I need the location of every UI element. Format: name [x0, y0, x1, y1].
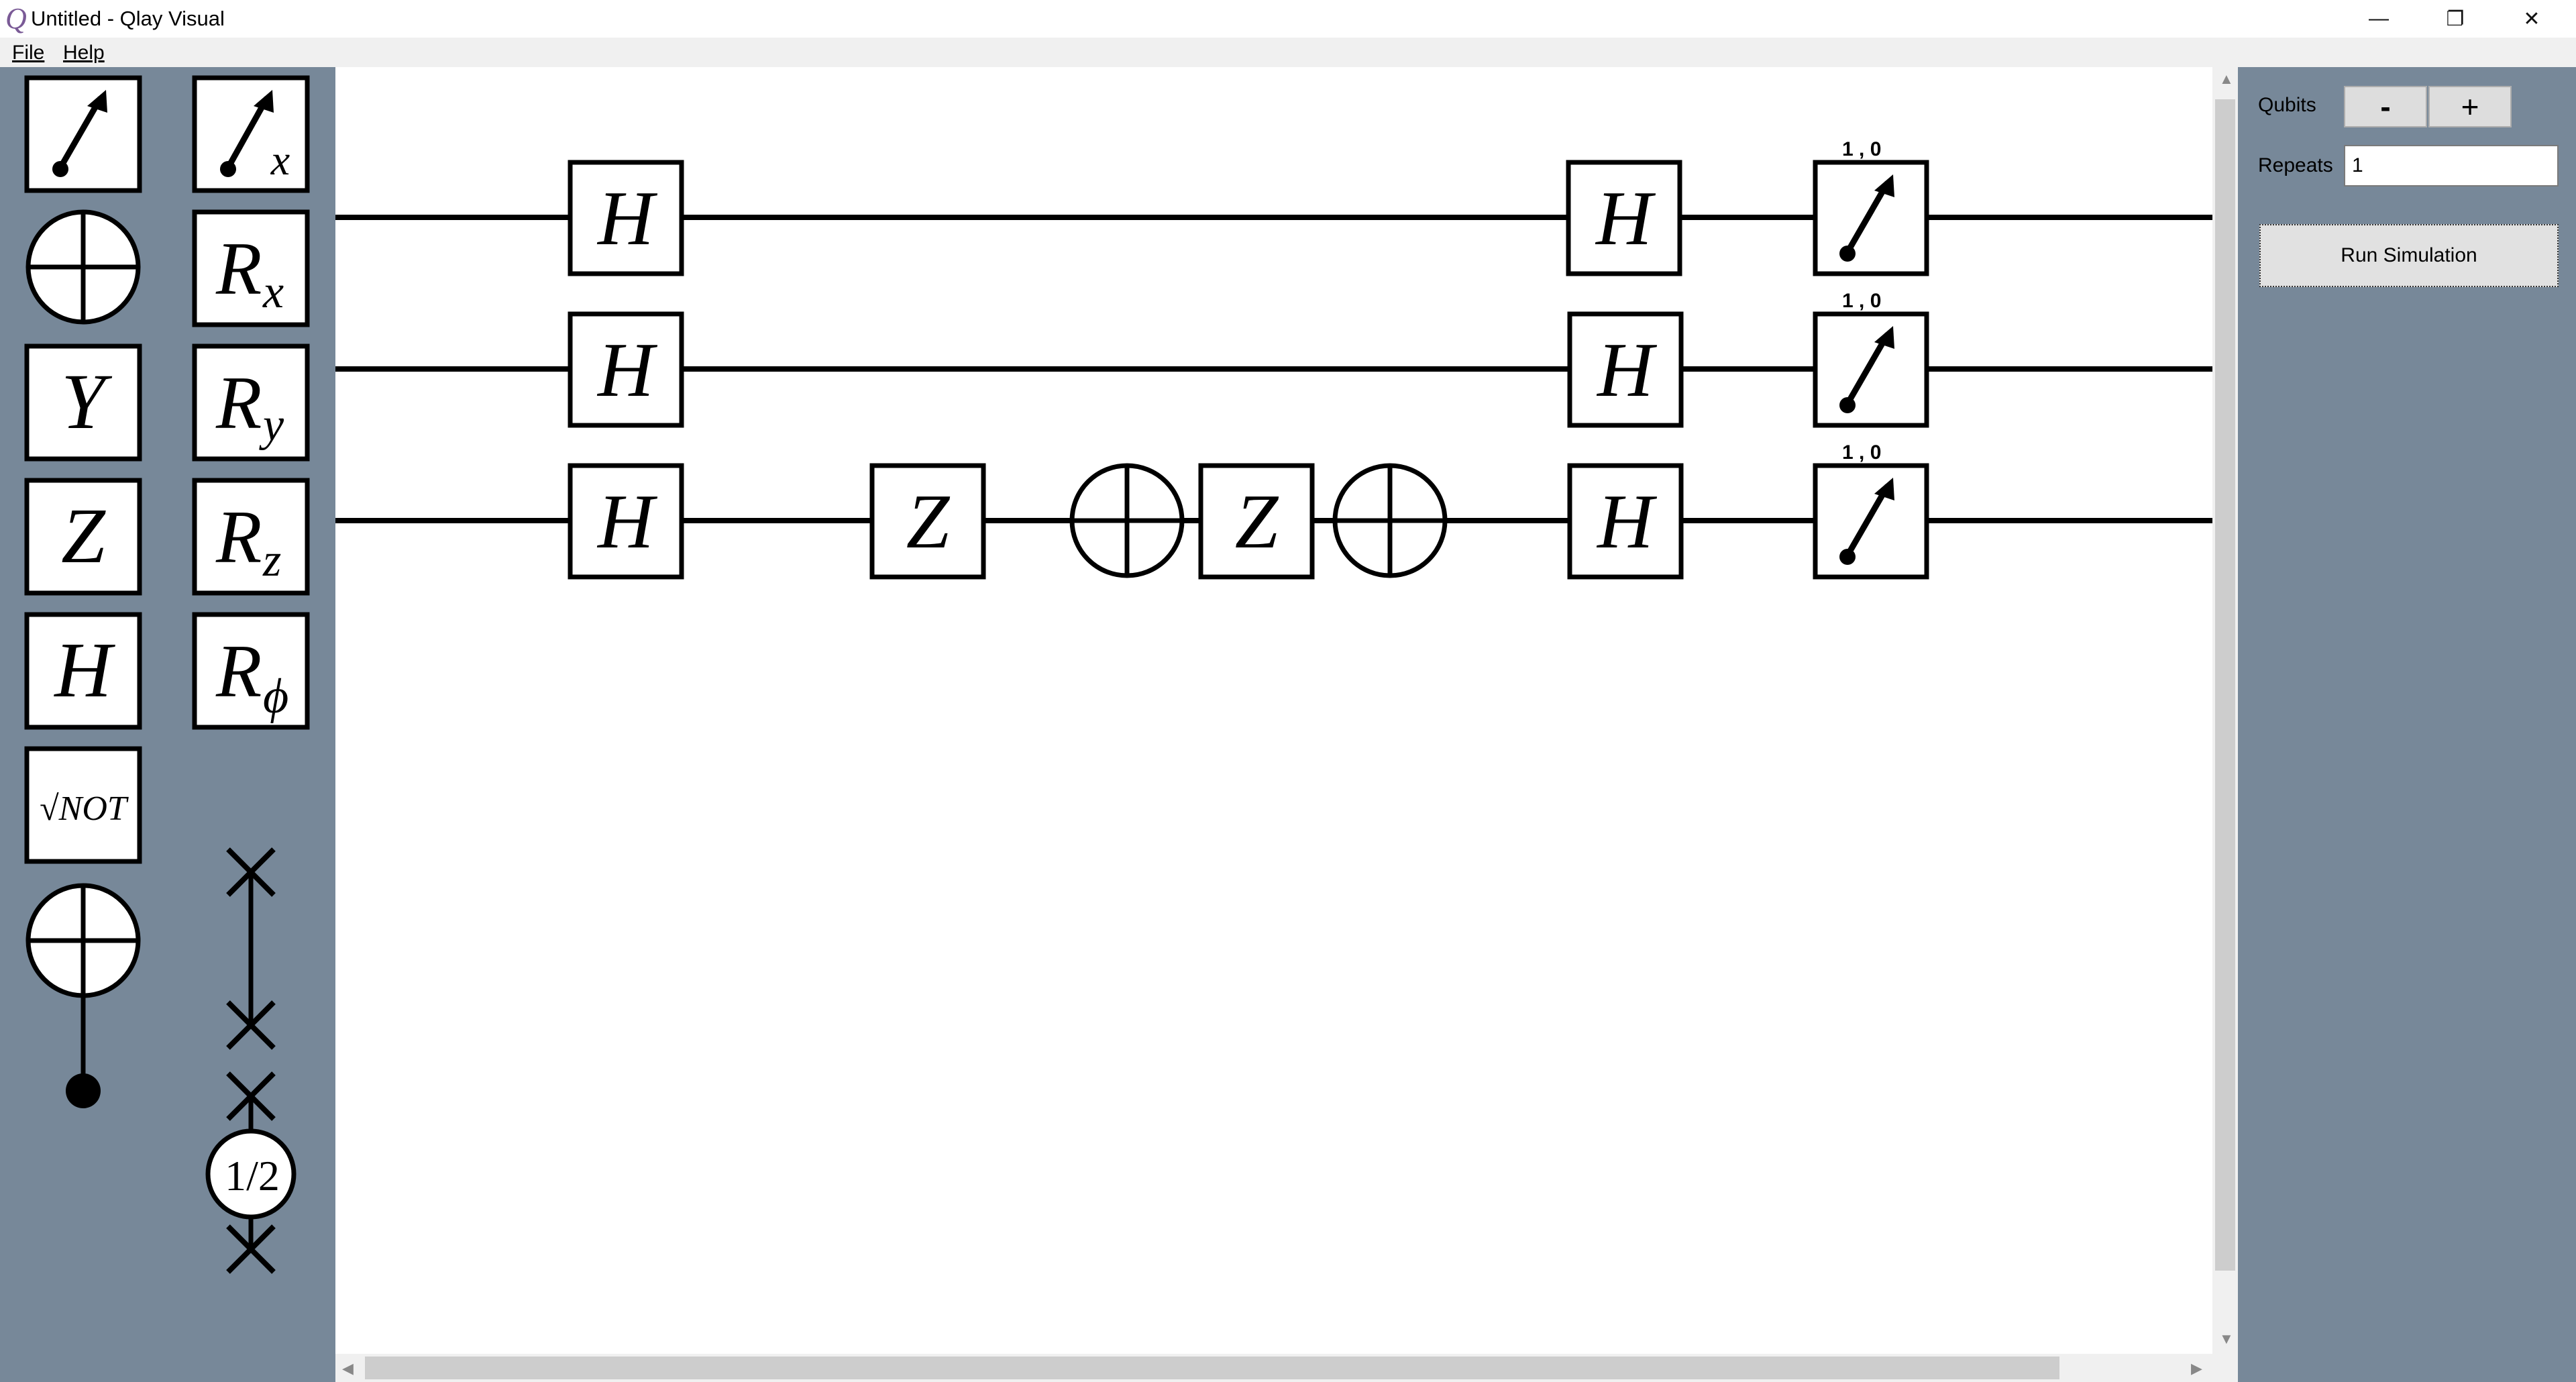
horizontal-scroll-thumb[interactable]: [365, 1357, 2059, 1379]
sqrt-not-label: √NOT: [40, 790, 129, 828]
run-simulation-button[interactable]: Run Simulation: [2259, 224, 2559, 287]
minus-icon: -: [2380, 89, 2391, 124]
close-icon: ✕: [2523, 7, 2540, 30]
minimize-icon: —: [2369, 7, 2389, 30]
repeats-label: Repeats: [2258, 154, 2333, 176]
palette-rx-gate[interactable]: R x: [192, 209, 310, 327]
gate-palette: Y Z H √NOT x R: [0, 67, 335, 1382]
h-gate[interactable]: H: [568, 160, 684, 276]
palette-ry-gate[interactable]: R y: [192, 343, 310, 462]
svg-text:Z: Z: [1235, 479, 1279, 565]
measure-gate[interactable]: 1 , 0: [1813, 441, 1929, 580]
h-gate[interactable]: H: [1567, 311, 1684, 428]
palette-controlled-not-gate[interactable]: [25, 883, 141, 1108]
svg-text:H: H: [596, 479, 657, 565]
palette-swap-gate[interactable]: [226, 847, 276, 1050]
svg-text:R: R: [215, 227, 262, 311]
not-gate[interactable]: [1069, 463, 1185, 578]
remove-qubit-button[interactable]: -: [2344, 86, 2427, 127]
svg-text:x: x: [270, 136, 290, 184]
measure-gate[interactable]: 1 , 0: [1813, 138, 1929, 276]
svg-text:H: H: [1595, 176, 1656, 262]
palette-sqrt-not-gate[interactable]: √NOT: [24, 746, 142, 864]
add-qubit-button[interactable]: +: [2428, 86, 2512, 127]
menu-help[interactable]: Help: [63, 42, 105, 64]
palette-sqrt-swap-gate[interactable]: 1/2: [205, 1071, 297, 1274]
run-simulation-label: Run Simulation: [2341, 244, 2477, 266]
svg-text:x: x: [262, 266, 284, 318]
h-gate[interactable]: H: [568, 463, 684, 580]
svg-text:H: H: [1596, 327, 1657, 413]
svg-text:H: H: [596, 327, 657, 413]
scroll-corner: [2212, 1354, 2238, 1382]
svg-text:H: H: [1596, 479, 1657, 565]
circuit-canvas[interactable]: H H H Z Z H: [335, 67, 2212, 1354]
svg-text:H: H: [53, 626, 115, 714]
app-logo-icon: Q: [5, 2, 27, 35]
svg-text:R: R: [215, 496, 262, 579]
palette-rz-gate[interactable]: R z: [192, 478, 310, 596]
svg-text:R: R: [215, 362, 262, 445]
h-gate[interactable]: H: [568, 311, 684, 428]
palette-measure-gate[interactable]: [24, 75, 142, 193]
z-gate[interactable]: Z: [1198, 463, 1315, 580]
measure-result: 1 , 0: [1842, 290, 1881, 312]
palette-y-gate[interactable]: Y: [24, 343, 142, 462]
menu-file[interactable]: File: [12, 42, 45, 64]
z-gate[interactable]: Z: [869, 463, 986, 580]
svg-text:y: y: [259, 399, 284, 451]
window-title: Untitled - Qlay Visual: [31, 7, 225, 30]
svg-text:Y: Y: [61, 358, 113, 445]
qubits-label: Qubits: [2258, 94, 2316, 116]
sqrt-swap-label: 1/2: [225, 1152, 280, 1200]
svg-text:ϕ: ϕ: [263, 669, 288, 724]
vertical-scrollbar[interactable]: ▲ ▼: [2212, 67, 2238, 1354]
h-gate[interactable]: H: [1566, 160, 1682, 276]
svg-text:z: z: [262, 535, 281, 586]
measure-gate[interactable]: 1 , 0: [1813, 290, 1929, 428]
minimize-button[interactable]: —: [2341, 0, 2416, 38]
svg-text:R: R: [215, 630, 262, 713]
horizontal-scrollbar[interactable]: ◀ ▶: [335, 1354, 2238, 1382]
restore-icon: ❐: [2446, 7, 2465, 30]
menu-bar: File Help: [0, 38, 2576, 67]
palette-not-gate[interactable]: [25, 209, 141, 325]
palette-h-gate[interactable]: H: [24, 612, 142, 730]
palette-rphi-gate[interactable]: R ϕ: [192, 612, 310, 730]
title-bar: Q Untitled - Qlay Visual — ❐ ✕: [0, 0, 2576, 38]
svg-text:H: H: [596, 176, 657, 262]
scroll-down-icon[interactable]: ▼: [2219, 1330, 2234, 1347]
palette-measure-x-gate[interactable]: x: [192, 75, 310, 193]
vertical-scroll-thumb[interactable]: [2215, 99, 2235, 1271]
measure-result: 1 , 0: [1842, 138, 1881, 160]
repeats-input[interactable]: 1: [2344, 145, 2559, 187]
scroll-up-icon[interactable]: ▲: [2219, 70, 2234, 87]
h-gate[interactable]: H: [1567, 463, 1684, 580]
not-gate[interactable]: [1332, 463, 1448, 578]
plus-icon: +: [2461, 89, 2479, 124]
restore-button[interactable]: ❐: [2418, 0, 2493, 38]
scroll-left-icon[interactable]: ◀: [342, 1360, 354, 1377]
svg-text:Z: Z: [61, 492, 106, 580]
scroll-right-icon[interactable]: ▶: [2191, 1360, 2202, 1377]
close-button[interactable]: ✕: [2494, 0, 2569, 38]
svg-text:Z: Z: [906, 479, 951, 565]
palette-z-gate[interactable]: Z: [24, 478, 142, 596]
measure-result: 1 , 0: [1842, 441, 1881, 464]
